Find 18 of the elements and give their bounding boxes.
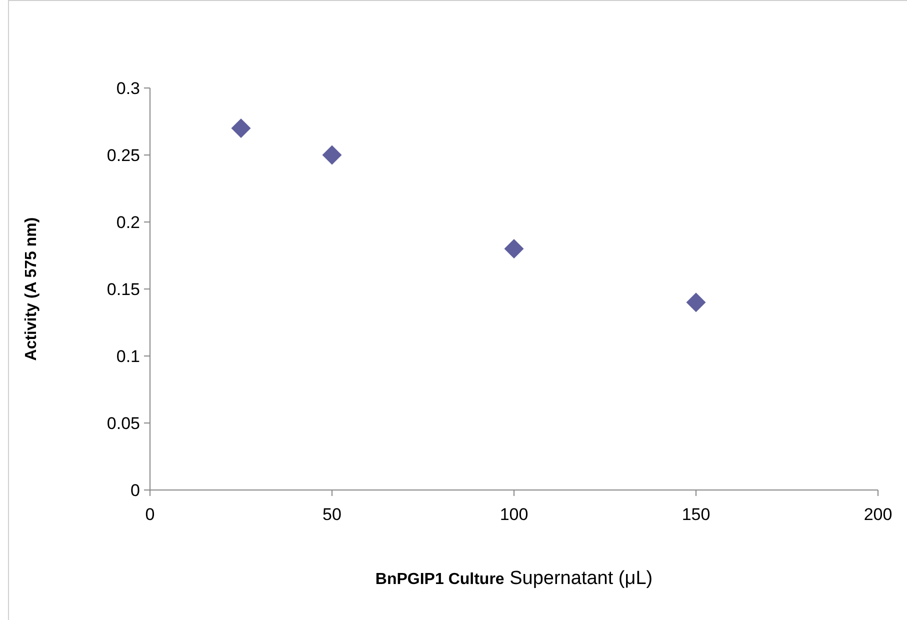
x-tick-label: 200 <box>864 505 892 524</box>
point <box>322 145 342 165</box>
y-tick-label: 0.15 <box>106 280 140 299</box>
x-tick-label: 150 <box>682 505 710 524</box>
x-axis-title: BnPGIP1 Culture Supernatant (μL) <box>375 568 653 589</box>
y-tick-label: 0.2 <box>116 212 140 232</box>
y-tick-label: 0.3 <box>116 78 140 98</box>
point <box>504 239 524 259</box>
point <box>686 292 706 312</box>
x-tick-label: 50 <box>322 505 342 524</box>
y-tick-label: 0.1 <box>116 346 140 366</box>
y-axis-title: Activity (A 575 nm) <box>23 217 40 361</box>
y-tick-label: 0.25 <box>106 146 140 165</box>
x-tick-label: 0 <box>145 505 155 524</box>
point <box>231 118 251 138</box>
y-tick-label: 0 <box>130 480 140 500</box>
x-tick-label: 100 <box>500 505 528 524</box>
y-tick-label: 0.05 <box>106 414 140 433</box>
